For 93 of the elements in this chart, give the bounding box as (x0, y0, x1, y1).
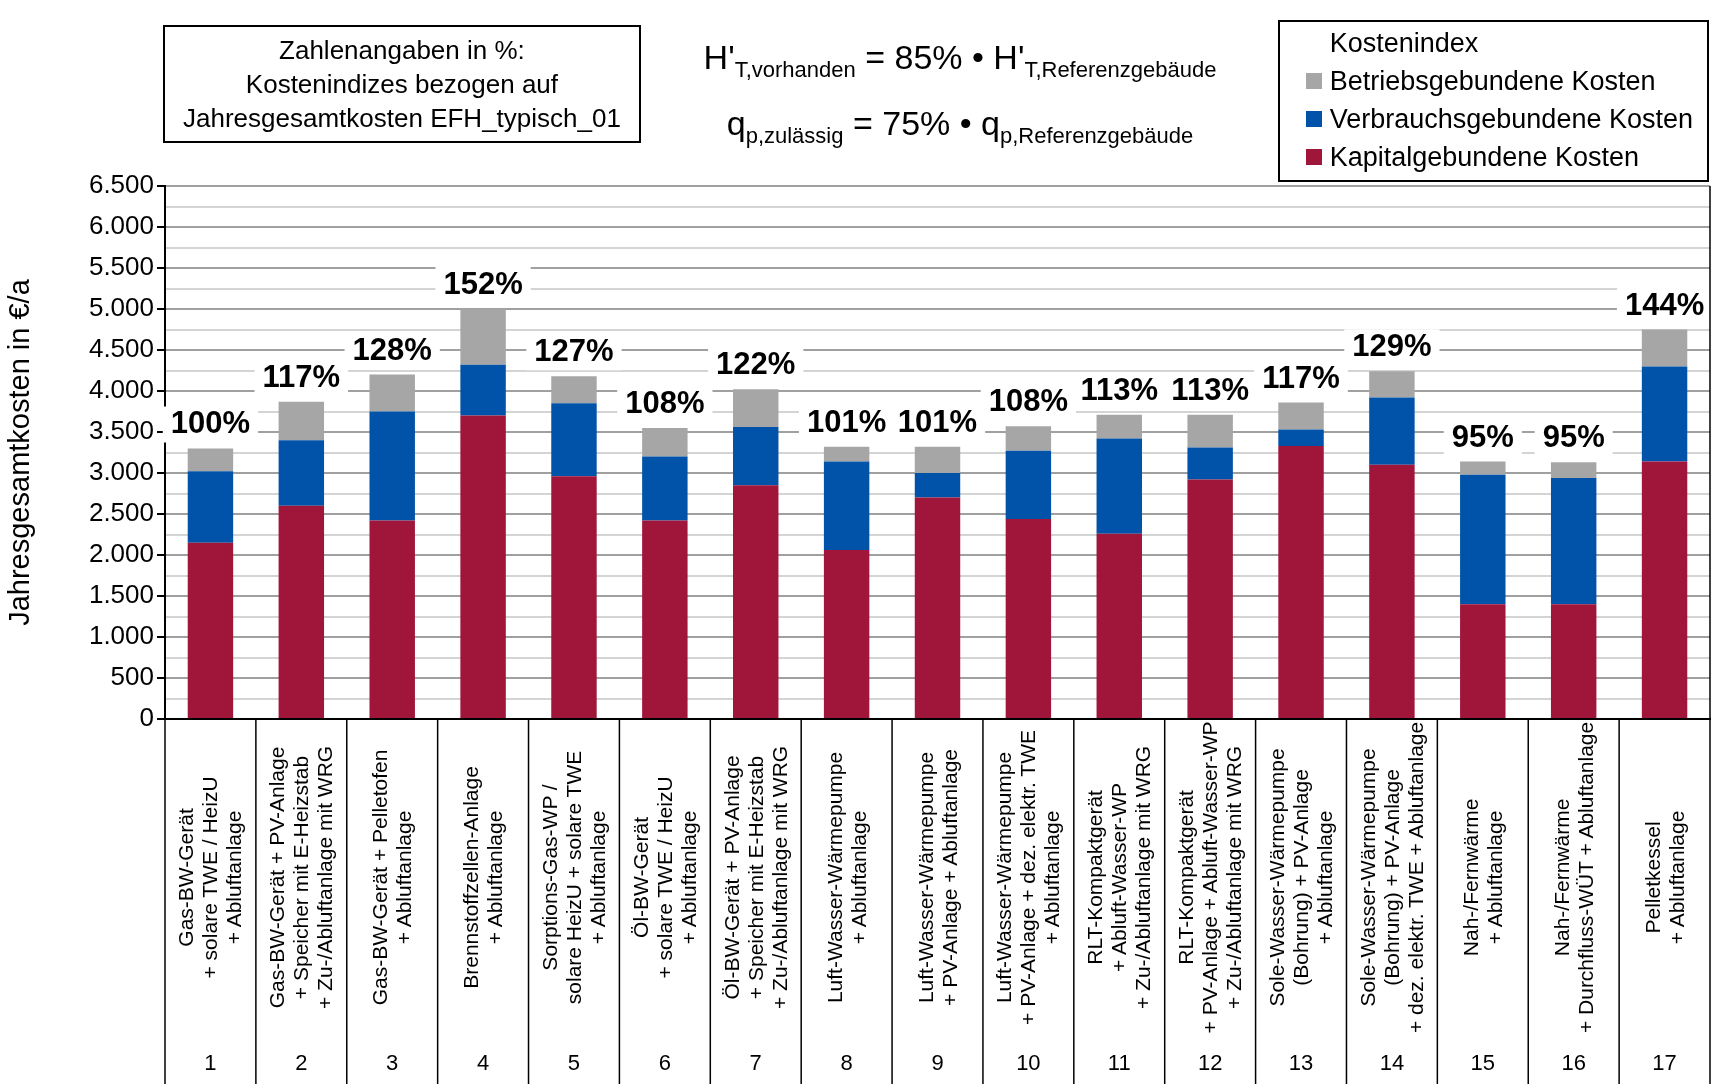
y-tick-label: 3.000 (88, 456, 154, 487)
annotation: 101% (897, 403, 978, 439)
y-tick-label: 6.500 (88, 169, 154, 200)
annotation: 95% (1451, 418, 1514, 454)
bar (1096, 533, 1142, 718)
x-tick-label: Nah-/Fernwärme + Durchfluss-WÜT + Abluftanlage 16 (1548, 721, 1598, 1076)
bar (369, 520, 415, 718)
annotation: 129% (1352, 328, 1432, 364)
annotation: 100% (170, 405, 251, 441)
bar (369, 411, 415, 521)
annotation: 113% (1080, 371, 1159, 407)
annotation: 117% (262, 358, 341, 394)
bar (733, 427, 779, 486)
bar (1278, 402, 1324, 430)
bar (733, 485, 779, 718)
annotation: 101% (806, 403, 887, 439)
legend-label: Kapitalgebundene Kosten (1329, 141, 1639, 174)
y-tick-label: 5.000 (88, 292, 154, 323)
annotation: 108% (988, 383, 1069, 419)
bar (1550, 604, 1597, 718)
bar (460, 364, 506, 416)
y-tick-label: 1.000 (88, 620, 154, 651)
bar (551, 403, 597, 477)
y-tick-label: 4.000 (88, 374, 154, 405)
category-label: RLT-Kompaktgerät + Abluft-Wasser-WP + Zu-/Abluftanlage mit WRG 11 (1083, 745, 1155, 1075)
category-label: RLT-Kompaktgerät + PV-Anlage + Abluft-Wasser-WP + Zu-/Abluftanlage mit WRG 12 (1174, 720, 1246, 1075)
y-axis-title: Jahresgesamtkosten in €/a (3, 278, 36, 626)
bar (1278, 429, 1324, 446)
bar (823, 446, 870, 462)
y-tick-label: 2.500 (88, 497, 154, 528)
bar (914, 497, 961, 718)
text: Zahlenangaben in %: Kostenindizes bezogen auf Jahresgesamtkosten EFH_typisch_01 (163, 25, 641, 143)
bar (1369, 464, 1415, 718)
legend-label: Verbrauchsgebundene Kosten (1329, 103, 1693, 136)
bar (551, 476, 597, 718)
y-tick-label: 3.500 (88, 415, 154, 446)
bar (1641, 366, 1688, 462)
annotation: 144% (1624, 286, 1705, 322)
y-tick-label: 500 (110, 661, 154, 692)
bar (187, 542, 234, 718)
legend-label: Betriebsgebundene Kosten (1329, 65, 1656, 98)
bar (1641, 461, 1688, 718)
category-label: Öl-BW-Gerät + solare TWE / HeizU + Abluftanlage 6 (628, 775, 700, 1075)
annotation: 95% (1542, 419, 1605, 455)
y-tick-label: 4.500 (88, 333, 154, 364)
y-tick-label: 2.000 (88, 538, 154, 569)
bar (1187, 447, 1233, 480)
y-tick-label: 5.500 (88, 251, 154, 282)
bar (642, 456, 688, 521)
annotation: 127% (534, 333, 614, 369)
text: q$_{p,zulässig}$ = 75% • q$_{p,Referenzgebäude}$ (725, 104, 1195, 149)
y-tick-label: 0 (139, 702, 154, 733)
y-tick-label: 1.500 (88, 579, 154, 610)
y-tick-label: 6.000 (88, 210, 154, 241)
category-label: Luft-Wasser-Wärmepumpe + PV-Anlage + Abluftanlage 9 (913, 748, 961, 1075)
annotation: 108% (625, 384, 705, 420)
bar (914, 473, 961, 498)
bar (642, 520, 688, 718)
bar (1096, 438, 1142, 534)
annotation: 122% (716, 346, 796, 382)
bar (187, 471, 234, 543)
category-label: Gas-BW-Gerät + solare TWE / HeizU + Abluftanlage 1 (174, 775, 246, 1075)
category-label: Luft-Wasser-Wärmepumpe + Abluftanlage 8 (822, 751, 870, 1075)
category-label: Gas-BW-Gerät + Pelletofen + Abluftanlage 3 (368, 749, 416, 1075)
annotation: 128% (352, 331, 432, 367)
category-label: Sorptions-Gas-WP / solare HeizU + solare TWE + Abluftanlage 5 (537, 750, 609, 1075)
bar (278, 440, 325, 506)
annotation: 152% (443, 266, 523, 302)
bar (823, 550, 870, 718)
x-tick-label: Sole-Wasser-Wärmepumpe (Bohrung) + PV-Anlage + dez. elektr. TWE + Abluftanlage 14 (1354, 721, 1428, 1076)
category-label: Brennstoffzellen-Anlage + Abluftanlage 4 (459, 765, 507, 1075)
bar (1005, 518, 1052, 718)
bar (1005, 450, 1052, 519)
bar (1550, 477, 1597, 605)
annotation: 113% (1171, 371, 1249, 407)
category-label: Gas-BW-Gerät + PV-Anlage + Speicher mit E-Heizstab + Zu-/Abluftanlage mit WRG 2 (265, 745, 337, 1075)
bar (187, 448, 234, 472)
bar (1369, 397, 1415, 465)
category-label: Sole-Wasser-Wärmepumpe (Bohrung) + PV-Anlage + Abluftanlage 13 (1265, 747, 1337, 1075)
bar (1278, 445, 1324, 718)
category-label: Luft-Wasser-Wärmepumpe + PV-Anlage + dez. elektr. TWE + Abluftanlage 10 (992, 729, 1064, 1075)
bar (278, 505, 325, 718)
bar (1460, 604, 1506, 718)
bar (460, 415, 506, 718)
annotation: 117% (1262, 359, 1340, 395)
category-label: Nah-/Fernwärme + Abluftanlage 15 (1458, 798, 1506, 1075)
bar (823, 461, 870, 551)
bar (1187, 479, 1233, 718)
category-label: Pelletkessel + Abluftanlage 17 (1640, 810, 1688, 1075)
legend-title: Kostenindex (1329, 27, 1480, 60)
text: H'$_{T,vorhanden}$ = 85% • H'$_{T,Referenzgebäude}$ (702, 38, 1218, 83)
category-label: Öl-BW-Gerät + PV-Anlage + Speicher mit E-Heizstab + Zu-/Abluftanlage mit WRG 7 (719, 745, 791, 1075)
bar (1460, 474, 1506, 605)
